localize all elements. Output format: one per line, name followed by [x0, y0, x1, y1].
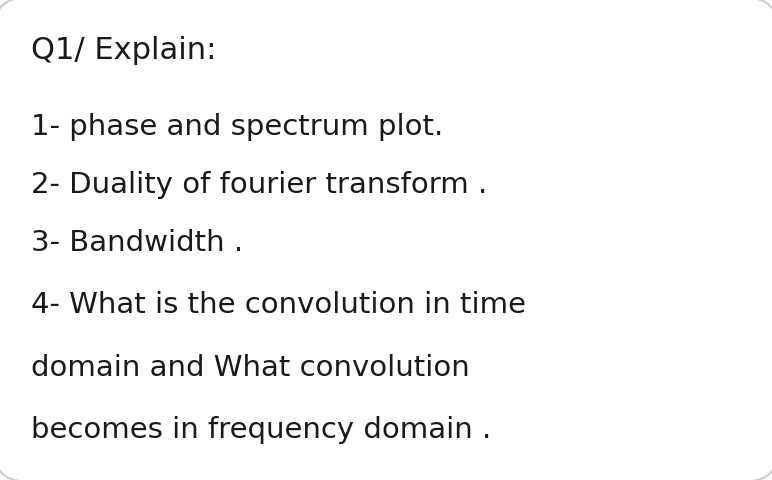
- Text: 2- Duality of fourier transform .: 2- Duality of fourier transform .: [31, 171, 487, 199]
- Text: domain and What convolution: domain and What convolution: [31, 353, 469, 381]
- Text: 4- What is the convolution in time: 4- What is the convolution in time: [31, 291, 526, 319]
- Text: 1- phase and spectrum plot.: 1- phase and spectrum plot.: [31, 113, 443, 141]
- Text: becomes in frequency domain .: becomes in frequency domain .: [31, 416, 491, 444]
- Text: 3- Bandwidth .: 3- Bandwidth .: [31, 228, 243, 256]
- Text: Q1/ Explain:: Q1/ Explain:: [31, 36, 216, 65]
